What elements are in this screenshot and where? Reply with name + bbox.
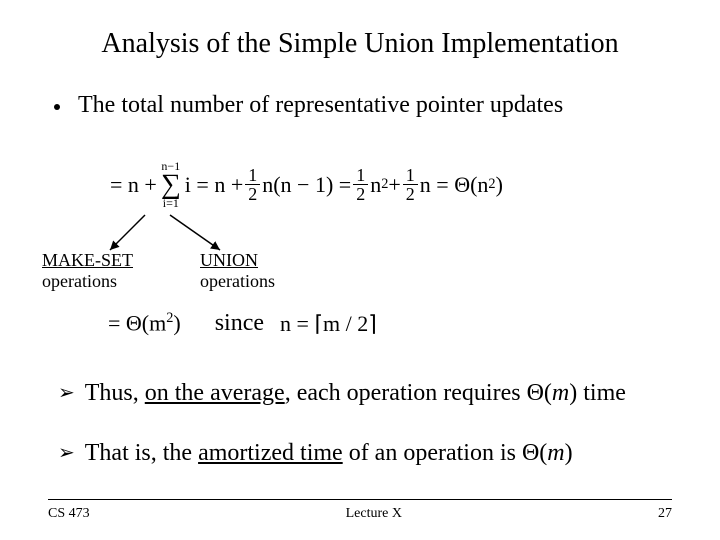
footer-center: Lecture X <box>346 506 402 522</box>
equation-1: = n + n−1 ∑ i=1 i = n + 1 2 n(n − 1) = 1… <box>110 160 503 209</box>
eq-mid3: n = Θ(n <box>420 172 489 198</box>
frac1-num: 1 <box>245 166 260 185</box>
union-line1: UNION <box>200 250 258 270</box>
makeset-line1: MAKE-SET <box>42 250 133 270</box>
footer-divider <box>48 499 672 500</box>
eq-sq2: 2 <box>488 176 495 193</box>
bullet-1-text: The total number of representative point… <box>78 92 563 119</box>
makeset-line2: operations <box>42 271 117 291</box>
ceil-expr: n = ⌈m / 2⌉ <box>280 311 377 337</box>
equation-2: = Θ(m2) since n = ⌈m / 2⌉ <box>108 310 377 337</box>
eq-mid2: n <box>370 172 381 198</box>
eq-plus: + <box>388 172 400 198</box>
eq2-close: ) <box>173 311 180 336</box>
bullet-1: The total number of representative point… <box>40 92 680 119</box>
union-label: UNION operations <box>200 250 275 291</box>
footer-row: CS 473 Lecture X 27 <box>48 506 672 522</box>
since-label: since <box>215 310 264 337</box>
b2-end: ) time <box>569 380 626 406</box>
page-title: Analysis of the Simple Union Implementat… <box>40 28 680 60</box>
frac2-num: 1 <box>353 166 368 185</box>
b3-m: m <box>547 440 564 466</box>
b3-end: ) <box>565 440 573 466</box>
sigma-icon: ∑ <box>161 172 181 197</box>
fraction-1: 1 2 <box>245 166 260 203</box>
frac3-den: 2 <box>403 185 418 203</box>
union-line2: operations <box>200 271 275 291</box>
eq2-main: = Θ(m <box>108 311 166 336</box>
b2-underline: on the average <box>145 380 285 406</box>
sum-lower: i=1 <box>163 197 179 209</box>
bullet-2: ➢ Thus, on the average, each operation re… <box>58 380 688 407</box>
eq-close: ) <box>496 172 503 198</box>
bullet-dot-icon <box>54 104 60 110</box>
footer-right: 27 <box>658 506 672 522</box>
slide: Analysis of the Simple Union Implementat… <box>0 0 720 540</box>
b2-post: , each operation requires Θ( <box>285 380 552 406</box>
makeset-label: MAKE-SET operations <box>42 250 133 291</box>
b3-underline: amortized time <box>198 440 343 466</box>
sum-body: i = n + <box>185 172 243 198</box>
footer-left: CS 473 <box>48 506 90 522</box>
b3-post: of an operation is Θ( <box>343 440 548 466</box>
eq-mid1: n(n − 1) = <box>262 172 351 198</box>
b2-m: m <box>552 380 569 406</box>
footer: CS 473 Lecture X 27 <box>0 499 720 522</box>
fraction-3: 1 2 <box>403 166 418 203</box>
b3-pre: That is, the <box>85 440 198 466</box>
bullet-3: ➢ That is, the amortized time of an opera… <box>58 440 688 467</box>
summation-icon: n−1 ∑ i=1 <box>161 160 181 209</box>
arrow-bullet-icon: ➢ <box>58 380 75 405</box>
frac1-den: 2 <box>245 185 260 203</box>
frac2-den: 2 <box>353 185 368 203</box>
fraction-2: 1 2 <box>353 166 368 203</box>
arrow-bullet-icon: ➢ <box>58 440 75 465</box>
eq-prefix: = n + <box>110 172 157 198</box>
frac3-num: 1 <box>403 166 418 185</box>
b2-pre: Thus, <box>85 380 145 406</box>
eq-sq1: 2 <box>381 176 388 193</box>
